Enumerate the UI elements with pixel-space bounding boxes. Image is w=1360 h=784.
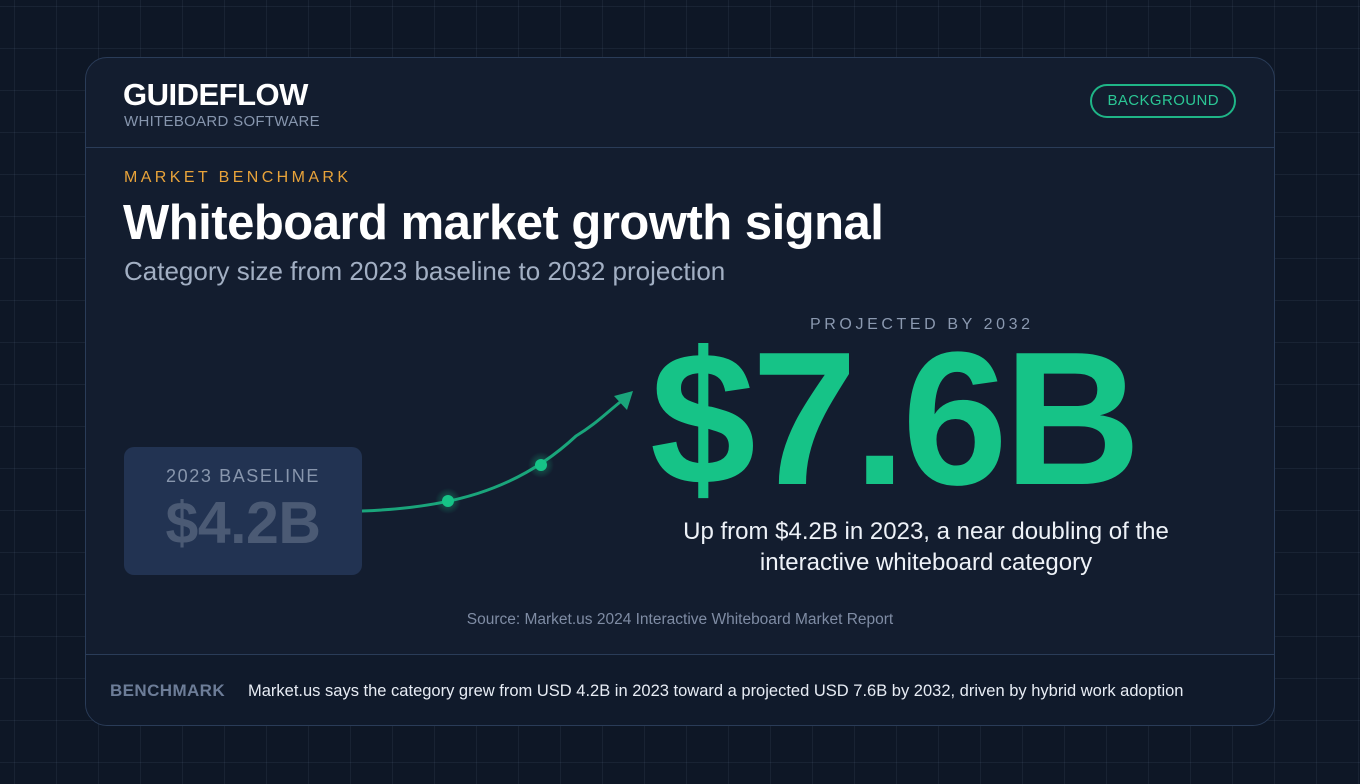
section-eyebrow: MARKET BENCHMARK <box>124 169 352 186</box>
card-header: GUIDEFLOW WHITEBOARD SOFTWARE BACKGROUND <box>86 58 1274 148</box>
baseline-box: 2023 BASELINE $4.2B <box>124 447 362 575</box>
brand-subtitle: WHITEBOARD SOFTWARE <box>124 113 320 130</box>
page-title: Whiteboard market growth signal <box>123 196 884 250</box>
background-badge[interactable]: BACKGROUND <box>1090 84 1236 118</box>
card-footer: BENCHMARK Market.us says the category gr… <box>86 654 1274 725</box>
market-card: GUIDEFLOW WHITEBOARD SOFTWARE BACKGROUND… <box>85 57 1275 726</box>
footer-tag: BENCHMARK <box>110 681 226 700</box>
projection-label: PROJECTED BY 2032 <box>810 316 1034 333</box>
growth-arrow-graphic <box>360 391 633 514</box>
curve-point-icon <box>442 495 454 507</box>
baseline-label: 2023 BASELINE <box>166 466 320 486</box>
baseline-value: $4.2B <box>165 490 321 556</box>
projection-description: Up from $4.2B in 2023, a near doubling o… <box>683 518 1169 576</box>
arrow-head-icon <box>614 391 633 410</box>
footer-text: Market.us says the category grew from US… <box>248 682 1184 700</box>
page-subtitle: Category size from 2023 baseline to 2032… <box>124 256 726 286</box>
projection-value: $7.6B <box>650 313 1141 525</box>
source-note: Source: Market.us 2024 Interactive White… <box>466 611 894 628</box>
curve-point-icon <box>535 459 547 471</box>
brand-name: GUIDEFLOW <box>123 77 308 112</box>
growth-curve <box>360 397 626 513</box>
